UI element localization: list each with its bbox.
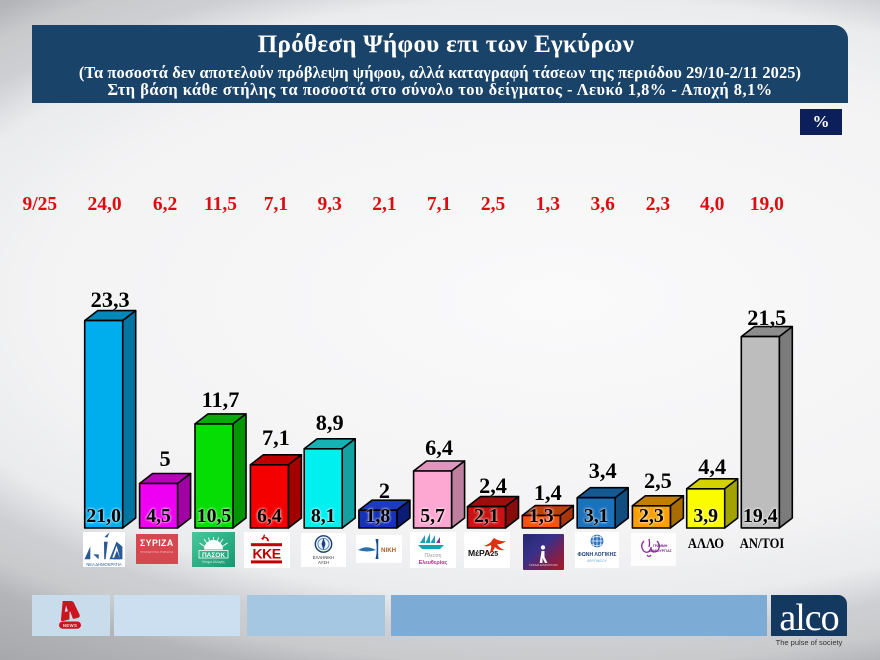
svg-text:ΝΕΑ ΔΗΜΟΚΡΑΤΙΑ: ΝΕΑ ΔΗΜΟΚΡΑΤΙΑ: [86, 562, 122, 567]
svg-text:ΔΗΜΙΟΥΡΓΙΑΣ: ΔΗΜΙΟΥΡΓΙΑΣ: [648, 549, 671, 553]
svg-text:MέPA25: MέPA25: [468, 548, 498, 558]
svg-text:ΑΦΥΠΝΙΣΟΥ: ΑΦΥΠΝΙΣΟΥ: [587, 559, 607, 563]
svg-text:ΝΙΚΗ: ΝΙΚΗ: [381, 547, 397, 554]
svg-text:ΦΩΝΗ ΛΟΓΙΚΗΣ: ΦΩΝΗ ΛΟΓΙΚΗΣ: [578, 552, 617, 558]
svg-text:ΛΥΣΗ: ΛΥΣΗ: [318, 560, 329, 565]
svg-text:ΓΡΑΜΜΗ: ΓΡΑΜΜΗ: [652, 544, 667, 548]
svg-text:ΠΑΣΟΚ: ΠΑΣΟΚ: [201, 551, 224, 558]
svg-text:ΚΚΕ: ΚΚΕ: [253, 545, 281, 561]
svg-text:Πλεύση: Πλεύση: [424, 552, 441, 559]
svg-text:Ελευθερίας: Ελευθερίας: [418, 560, 447, 566]
svg-text:ΕΛΛΗΝΙΚΗ: ΕΛΛΗΝΙΚΗ: [313, 555, 334, 560]
svg-text:NEWS: NEWS: [63, 623, 77, 628]
svg-text:ΚΙΝΗΜΑ ΔΗΜΟΚΡΑΤΙΑΣ: ΚΙΝΗΜΑ ΔΗΜΟΚΡΑΤΙΑΣ: [529, 563, 558, 567]
svg-text:Κίνημα Αλλαγής: Κίνημα Αλλαγής: [202, 560, 225, 564]
